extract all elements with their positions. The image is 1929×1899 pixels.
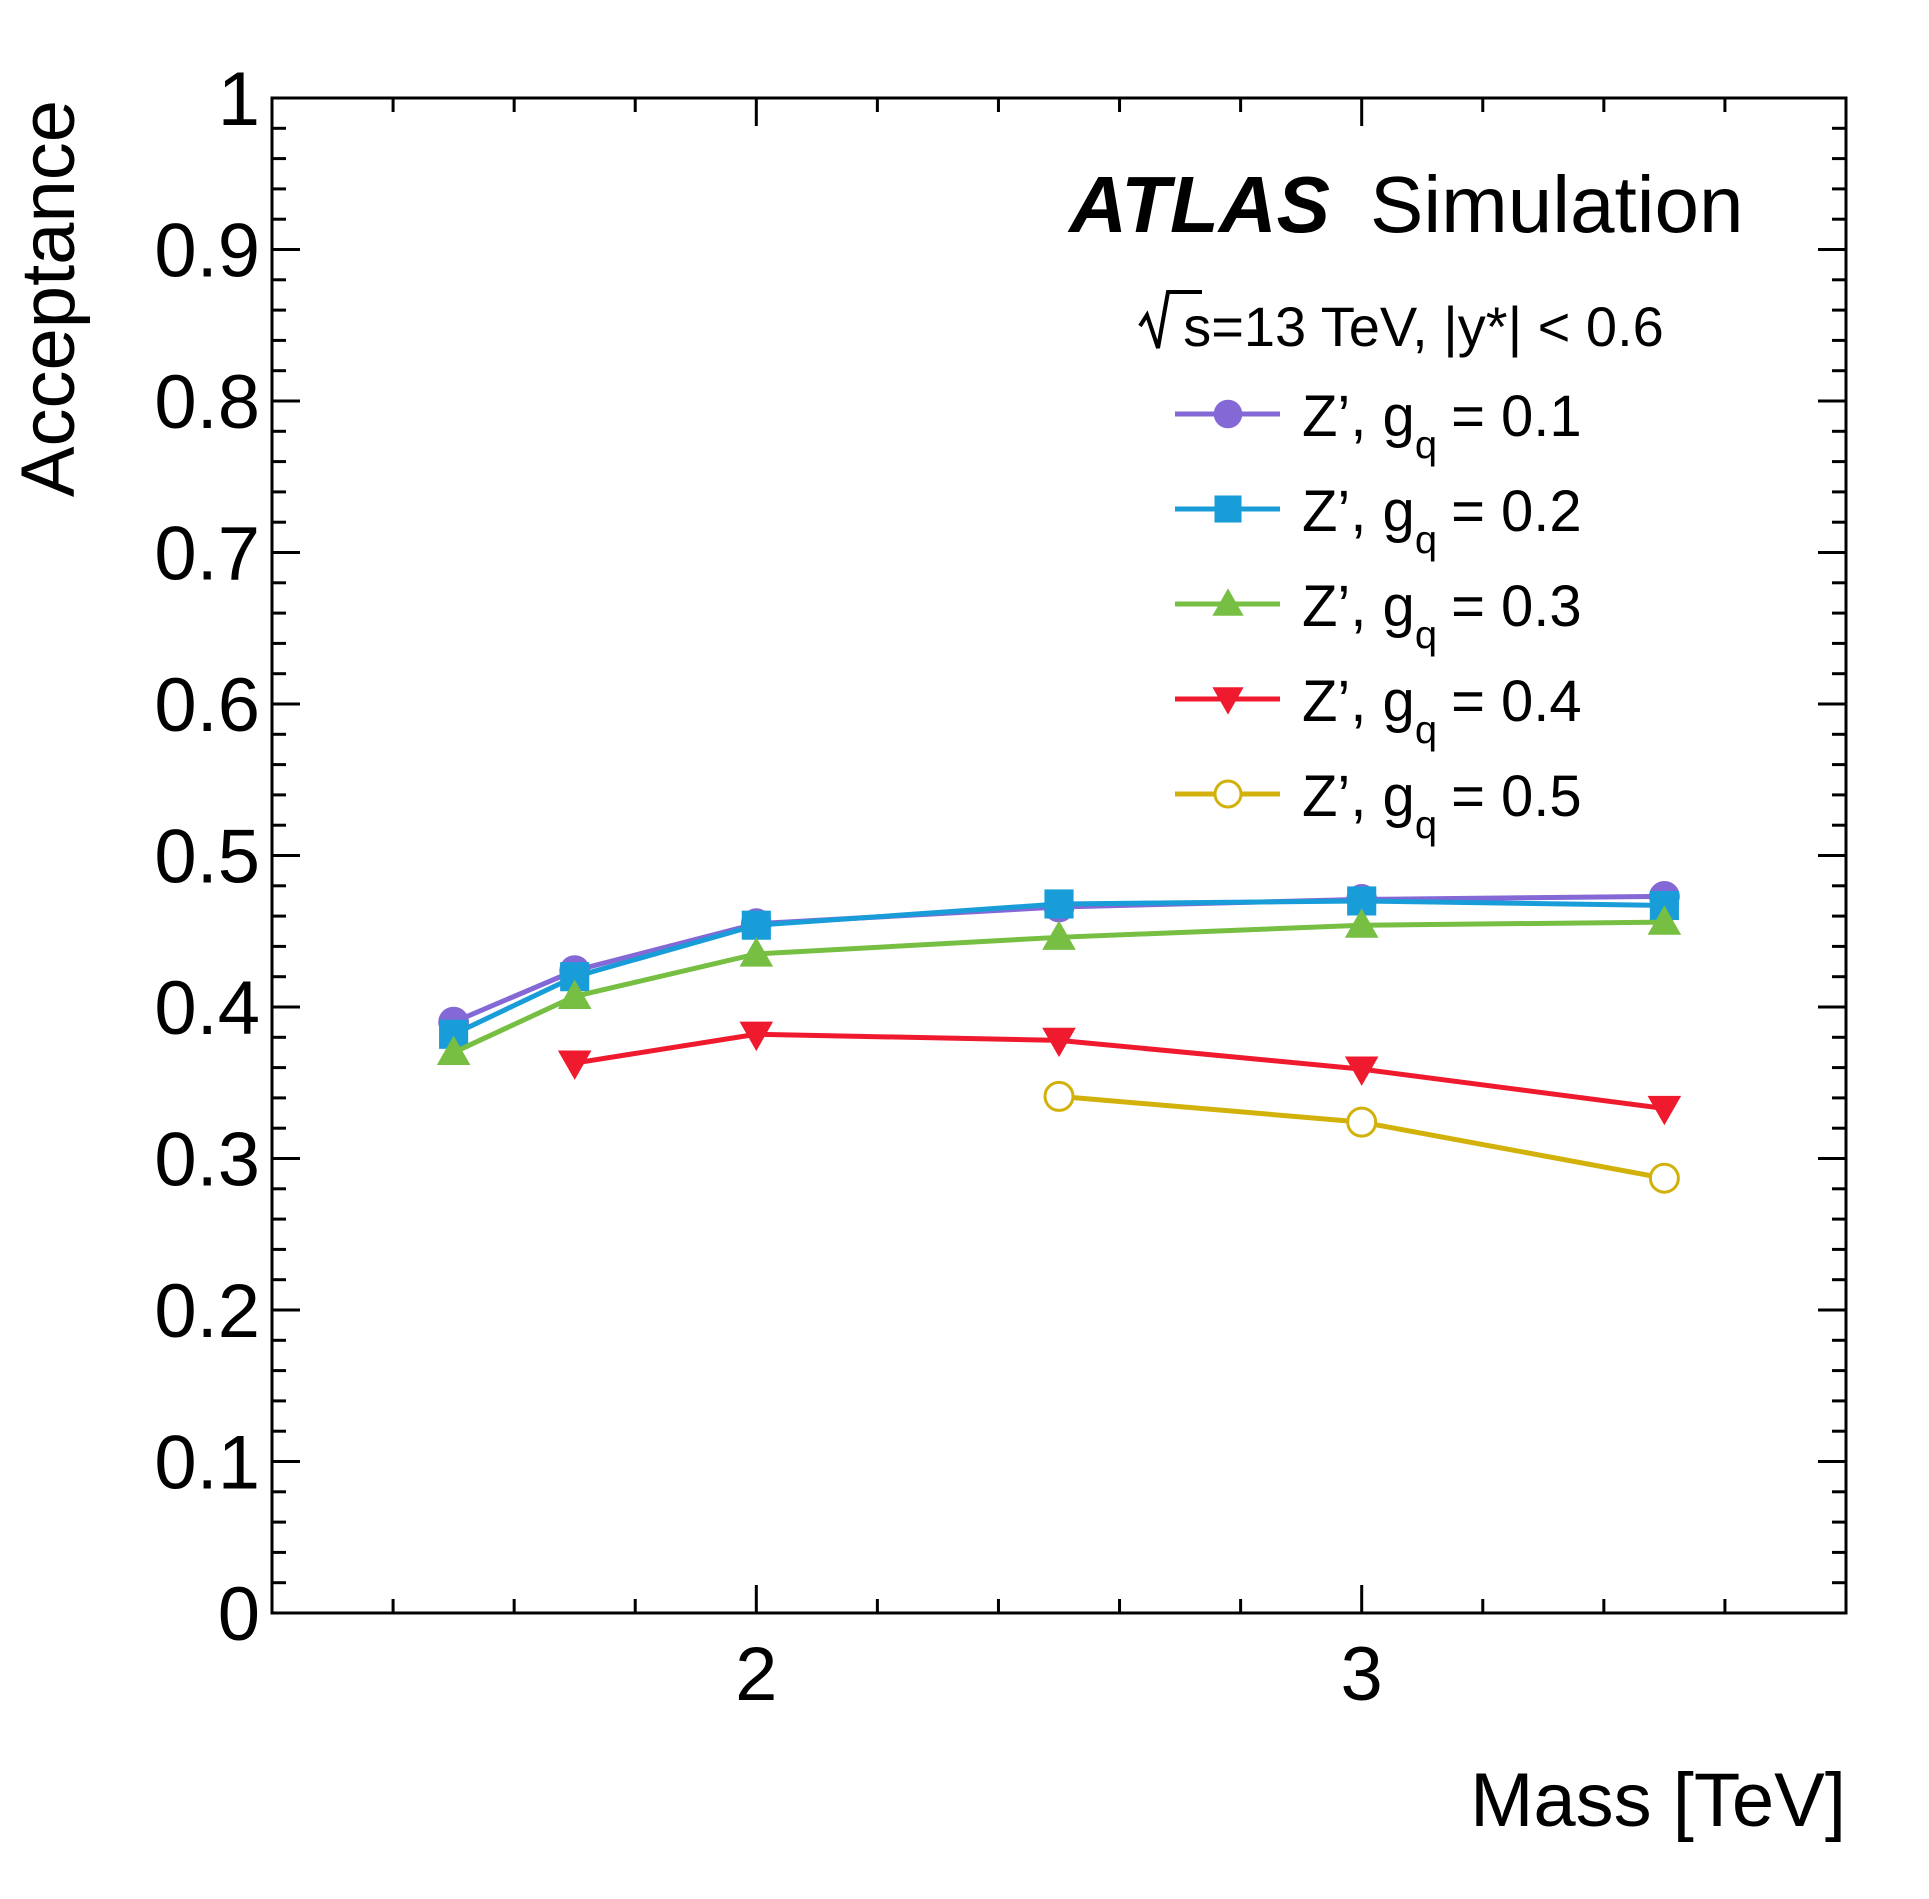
legend-label: Z’, gq = 0.3 [1302,574,1582,657]
triangle-up-marker [1212,588,1244,616]
triangle-down-marker [1344,1056,1379,1086]
legend-label: Z’, gq = 0.2 [1302,479,1582,562]
y-tick-label: 0.2 [154,1269,260,1354]
y-tick-label: 0.4 [154,966,260,1051]
x-axis-title: Mass [TeV] [1470,1758,1846,1843]
triangle-up-marker [557,979,592,1009]
y-tick-label: 0.5 [154,815,260,900]
series-line [574,1031,1665,1111]
open-circle-marker [1043,1080,1075,1112]
y-axis-title: Acceptance [6,100,91,497]
triangle-down-marker [1647,1095,1682,1126]
triangle-down-marker [1042,1027,1076,1058]
legend-entry-2: Z’, gq = 0.2 [1175,479,1582,562]
legend-entry-3: Z’, gq = 0.3 [1175,574,1582,657]
legend-entry-1: Z’, gq = 0.1 [1175,384,1582,467]
series-line [452,919,1665,1055]
legend-label: Z’, gq = 0.5 [1302,764,1582,847]
y-tick-label: 0.3 [154,1118,260,1203]
triangle-down-marker [739,1021,774,1052]
y-tick-label: 0.7 [154,512,260,597]
y-tick-label: 0 [218,1572,260,1657]
triangle-up-marker [739,937,774,967]
legend-label: Z’, gq = 0.1 [1302,384,1582,467]
sqrt-symbol [1138,290,1202,349]
square-marker [1044,889,1074,919]
open-circle-marker [1346,1106,1378,1138]
series-2 [439,886,1679,1049]
triangle-up-marker [436,1035,471,1066]
triangle-up-marker [1042,920,1076,950]
triangle-down-marker [1212,687,1244,715]
atlas-label: ATLAS [1067,160,1330,249]
series-3 [436,905,1682,1066]
open-circle-marker [1213,779,1243,809]
legend-entry-4: Z’, gq = 0.4 [1175,669,1582,752]
triangle-up-marker [1344,908,1379,938]
tick-labels: 0 0.1 0.2 0.3 0.4 0.5 0.6 0.7 0.8 0.9 1 2 3 [154,57,1382,1717]
legend-entry-5: Z’, gq = 0.5 [1175,764,1582,847]
x-tick-label: 2 [735,1632,777,1717]
triangle-down-marker [557,1050,592,1080]
y-tick-label: 1 [218,57,260,142]
series-5 [1043,1080,1680,1194]
open-circle-marker [1648,1162,1680,1194]
axis-ticks [272,96,1848,1615]
y-tick-label: 0.1 [154,1421,260,1506]
circle-marker [1213,399,1243,429]
series-layer [436,881,1682,1194]
legend: Z’, gq = 0.1 Z’, gq = 0.2 Z’, gq = 0.3 Z’, gq =… [1175,384,1582,847]
y-tick-label: 0.8 [154,360,260,445]
y-tick-label: 0.9 [154,209,260,294]
simulation-label: Simulation [1370,160,1744,249]
y-tick-label: 0.6 [154,663,260,748]
legend-label: Z’, gq = 0.4 [1302,669,1582,752]
energy-annotation: s=13 TeV, |y*| < 0.6 [1138,290,1664,358]
square-marker [1214,495,1242,523]
energy-text: s=13 TeV, |y*| < 0.6 [1172,295,1664,358]
square-marker [741,910,771,940]
series-line [452,898,1665,1037]
series-4 [557,1021,1682,1126]
triangle-up-marker [1647,905,1682,935]
x-tick-label: 3 [1341,1632,1383,1717]
